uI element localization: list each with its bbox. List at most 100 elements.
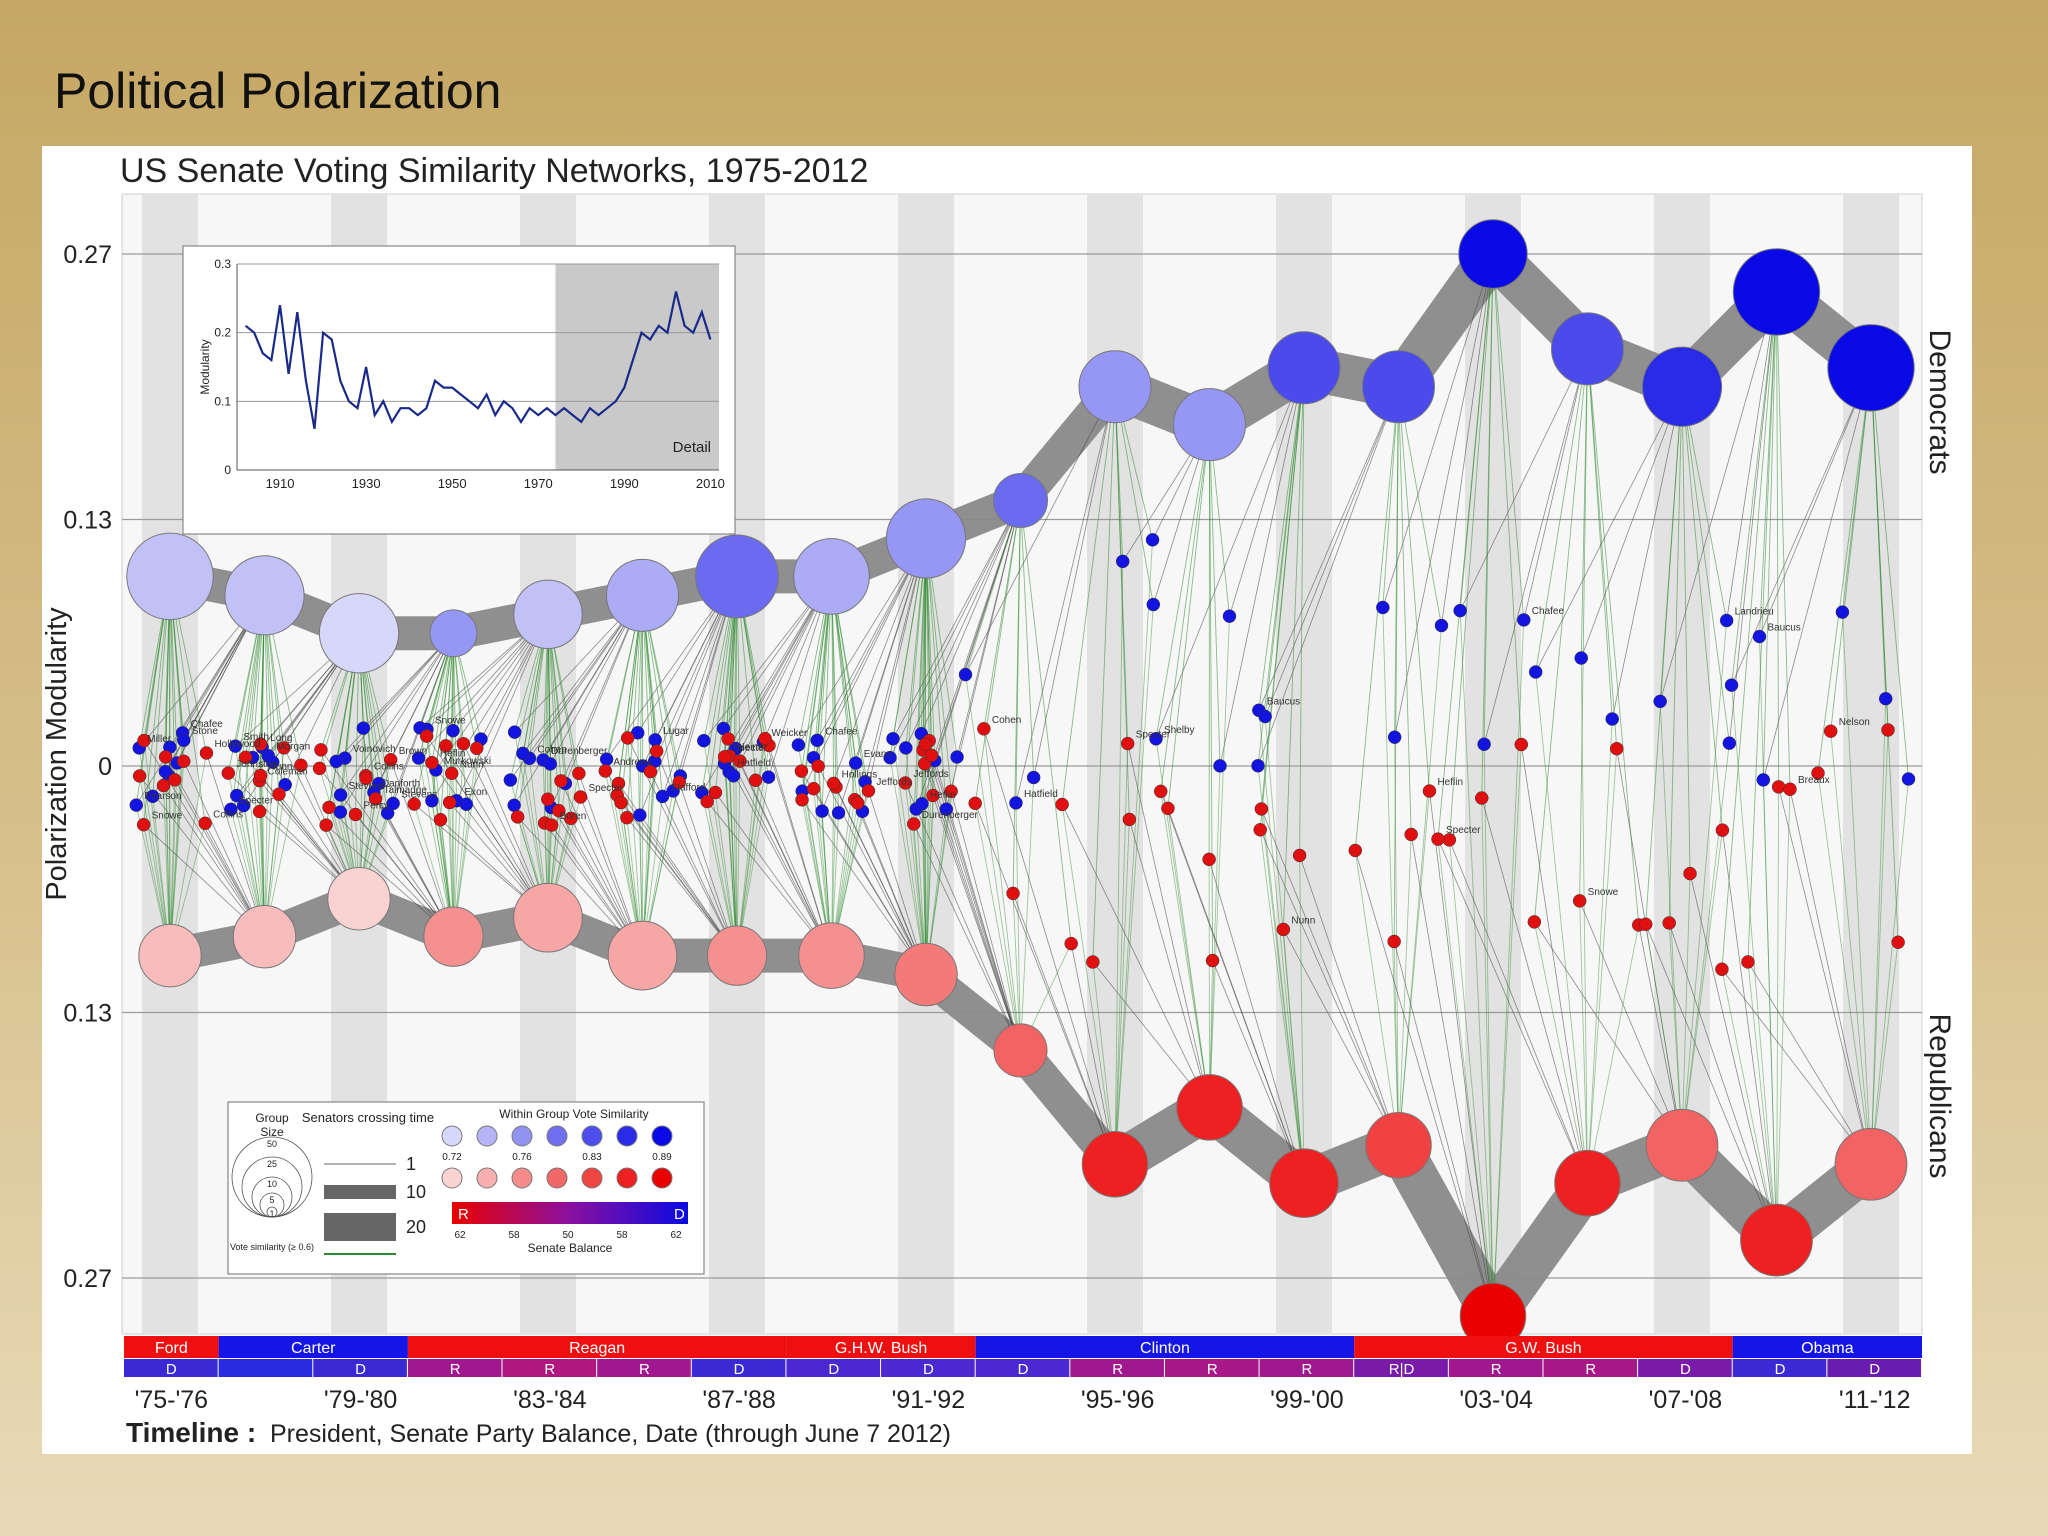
legend-rep-swatch xyxy=(581,1167,603,1189)
similarity-edge xyxy=(1114,539,1154,1165)
senator-node xyxy=(791,738,806,752)
similarity-edge xyxy=(1382,607,1399,1146)
senator-label: Johnston xyxy=(236,759,277,770)
senator-node xyxy=(368,792,383,806)
legend-group-size-title: Size xyxy=(260,1125,284,1139)
senate-balance-band xyxy=(1827,1359,1921,1377)
republican-group-node xyxy=(1834,1127,1908,1201)
crossing-edge xyxy=(1261,808,1399,1146)
similarity-edge xyxy=(1747,291,1777,962)
similarity-edge xyxy=(1870,698,1887,1165)
republican-group-node xyxy=(1645,1108,1719,1182)
legend-balance-value: 58 xyxy=(508,1230,520,1241)
legend-rep-swatch xyxy=(511,1167,533,1189)
similarity-edge xyxy=(735,748,738,956)
crossing-edge xyxy=(1382,253,1494,608)
similarity-edge xyxy=(703,740,738,956)
crossing-edge xyxy=(1668,922,1777,1241)
democrat-group-node xyxy=(606,558,679,632)
democrat-group-node xyxy=(1641,346,1723,427)
senate-balance-band xyxy=(218,1359,313,1377)
similarity-edge xyxy=(1721,291,1777,970)
similarity-edge xyxy=(1393,386,1399,942)
similarity-edge xyxy=(1731,291,1777,686)
similarity-edge xyxy=(1817,367,1872,774)
senator-label: Cohen xyxy=(537,744,566,755)
crossing-edge xyxy=(1354,850,1494,1317)
senator-node xyxy=(446,723,460,738)
senator-label: Weicker xyxy=(771,728,808,739)
crossing-edge xyxy=(678,782,738,956)
similarity-edge xyxy=(1398,386,1412,835)
republican-group-node xyxy=(423,906,484,967)
legend-size-value: 25 xyxy=(267,1159,277,1169)
senator-node xyxy=(958,667,973,682)
senator-label: Heflin xyxy=(440,749,466,760)
crossing-edge xyxy=(868,790,927,975)
similarity-edge xyxy=(892,738,927,975)
republican-group-node xyxy=(993,1023,1048,1078)
senator-node xyxy=(221,766,236,780)
similarity-edge xyxy=(1282,929,1305,1184)
legend-dem-swatch xyxy=(441,1125,463,1147)
similarity-edge xyxy=(925,538,947,810)
inset-detail-region xyxy=(555,264,719,470)
president-band xyxy=(1732,1336,1922,1358)
senator-node xyxy=(456,737,471,751)
senator-label: Baucus xyxy=(1267,696,1300,707)
senate-balance-band xyxy=(407,1359,502,1377)
similarity-edge xyxy=(169,740,185,956)
senator-node xyxy=(386,796,400,811)
senator-node xyxy=(278,778,292,792)
senator-node xyxy=(1517,613,1531,627)
crossing-edge xyxy=(1728,291,1777,744)
crossing-edge xyxy=(1747,961,1872,1165)
senate-balance-label: D xyxy=(1680,1361,1691,1378)
similarity-edge xyxy=(1759,636,1777,1241)
senator-node xyxy=(1835,605,1850,619)
senator-node xyxy=(655,789,670,804)
similarity-edge xyxy=(1155,424,1210,739)
crossing-edge xyxy=(1070,943,1116,1165)
senator-label: Jeffords xyxy=(913,769,948,780)
senator-node xyxy=(926,788,940,803)
crossing-edge xyxy=(339,633,454,813)
similarity-edge xyxy=(1535,671,1588,1184)
crossing-edge xyxy=(1061,804,1210,1108)
senator-node xyxy=(1422,784,1437,798)
senate-balance-label: D xyxy=(1869,1361,1880,1378)
senator-node xyxy=(541,792,555,807)
senator-node xyxy=(1205,953,1220,968)
senator-node xyxy=(1719,613,1734,628)
party-label-democrats: Democrats xyxy=(1923,329,1956,474)
president-band xyxy=(975,1336,1355,1358)
legend-within-value: 0.83 xyxy=(582,1152,602,1163)
senator-label: Andrews xyxy=(613,757,652,768)
similarity-edge xyxy=(169,752,207,956)
senate-balance-label: R xyxy=(1585,1361,1596,1378)
senator-node xyxy=(717,750,732,764)
crossing-edge xyxy=(813,538,927,758)
senate-balance-band xyxy=(1732,1359,1827,1377)
crossing-edge xyxy=(373,633,454,793)
senator-node xyxy=(1605,712,1619,726)
senator-node xyxy=(1741,955,1755,969)
similarity-edge xyxy=(1870,942,1899,1165)
y-tick-label: 0.13 xyxy=(63,506,112,534)
democrat-group-node xyxy=(793,538,870,615)
similarity-edge xyxy=(1061,804,1116,1165)
crossing-edge xyxy=(817,766,927,975)
senator-label: Snowe xyxy=(1588,887,1619,898)
x-tick-label: '79-'80 xyxy=(324,1386,398,1414)
similarity-edge xyxy=(1282,367,1305,930)
senator-label: Danforth xyxy=(382,778,420,789)
senator-node xyxy=(1574,651,1588,665)
similarity-edge xyxy=(1681,386,1723,831)
senator-node xyxy=(1202,852,1216,867)
similarity-edge xyxy=(1092,386,1116,963)
legend-rep-swatch xyxy=(441,1167,463,1189)
president-band xyxy=(407,1336,787,1358)
similarity-edge xyxy=(1020,500,1072,944)
senate-balance-band xyxy=(975,1359,1070,1377)
senator-node xyxy=(826,776,841,791)
